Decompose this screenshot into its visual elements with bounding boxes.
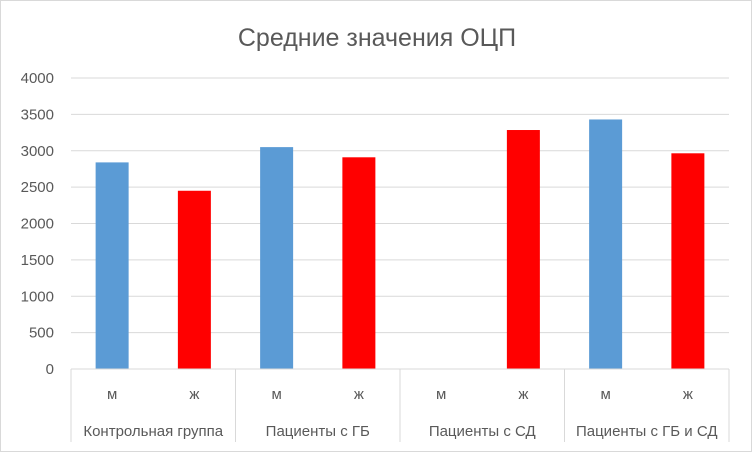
sub-category-label: м bbox=[271, 386, 281, 403]
x-axis: м ж Контрольная группа м ж Пациенты с ГБ м ж Пац… bbox=[70, 368, 730, 442]
y-tick-label: 1500 bbox=[21, 252, 54, 269]
sub-category-label: ж bbox=[518, 386, 528, 403]
y-tick-label: 0 bbox=[46, 361, 54, 378]
y-tick-label: 3500 bbox=[21, 106, 54, 123]
y-tick-label: 1000 bbox=[21, 288, 54, 305]
bar-m-0 bbox=[95, 162, 129, 369]
sub-category-label: ж bbox=[354, 386, 364, 403]
group-label: Пациенты с ГБ bbox=[266, 423, 370, 440]
y-tick-label: 4000 bbox=[21, 70, 54, 87]
bars bbox=[95, 119, 705, 369]
chart-title: Средние значения ОЦП bbox=[238, 24, 516, 52]
sub-category-label: ж bbox=[683, 386, 693, 403]
sub-category-label: м bbox=[600, 386, 610, 403]
y-tick-label: 500 bbox=[29, 325, 54, 342]
bar-f-2 bbox=[506, 130, 540, 369]
y-tick-label: 2000 bbox=[21, 216, 54, 233]
sub-category-label: м bbox=[436, 386, 446, 403]
bar-f-0 bbox=[177, 190, 211, 369]
y-tick-label: 2500 bbox=[21, 179, 54, 196]
group-label: Контрольная группа bbox=[83, 423, 223, 440]
y-tick-labels: 0 500 1000 1500 2000 2500 3000 3500 4000 bbox=[21, 70, 54, 378]
sub-category-label: ж bbox=[189, 386, 199, 403]
bar-f-1 bbox=[342, 157, 376, 369]
bar-m-3 bbox=[589, 119, 623, 369]
group-label: Пациенты с СД bbox=[429, 423, 536, 440]
bar-m-1 bbox=[260, 147, 294, 369]
sub-category-label: м bbox=[107, 386, 117, 403]
y-tick-label: 3000 bbox=[21, 143, 54, 160]
group-label: Пациенты с ГБ и СД bbox=[576, 423, 718, 440]
bar-f-3 bbox=[671, 153, 705, 369]
gridlines bbox=[71, 77, 729, 334]
